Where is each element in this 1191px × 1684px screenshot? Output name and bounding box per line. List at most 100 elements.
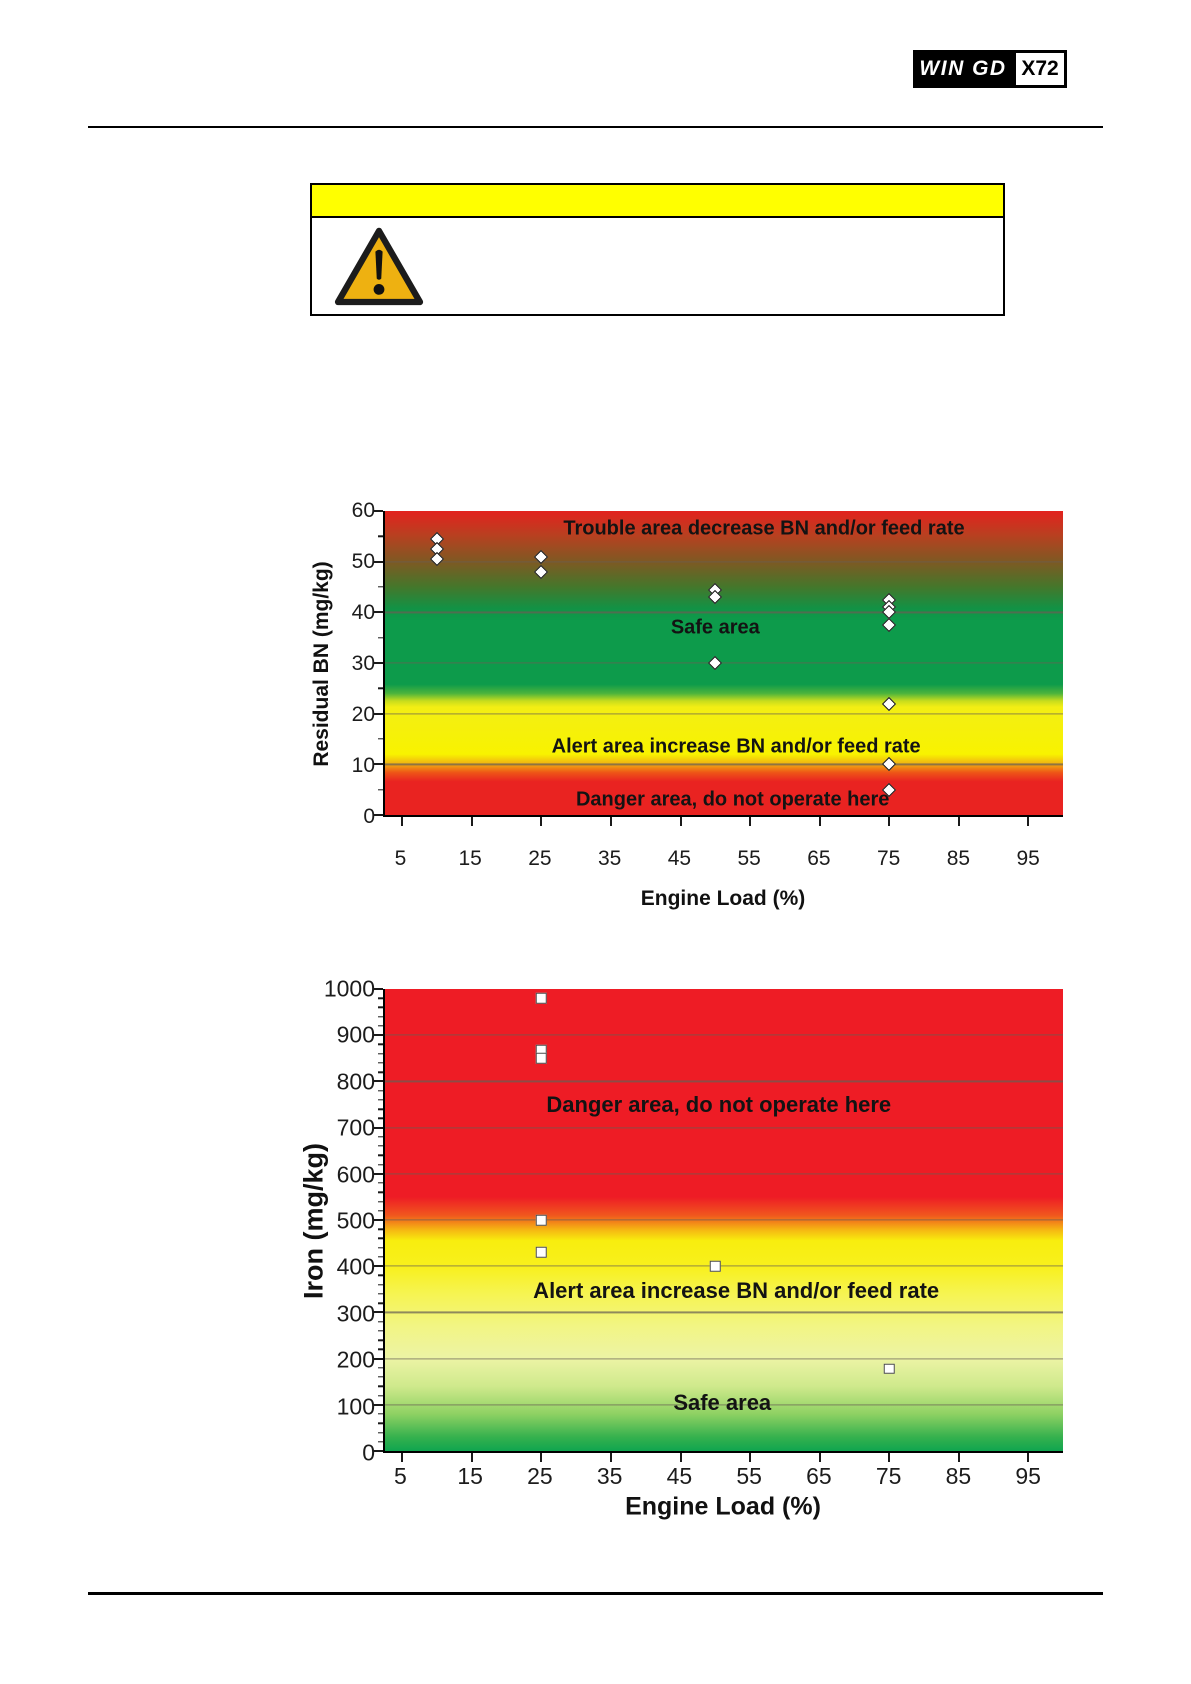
y-tick-label: 20 bbox=[351, 703, 375, 726]
y-axis-minor-tick bbox=[378, 1367, 383, 1369]
x-tick-label: 15 bbox=[457, 1463, 483, 1489]
y-axis-tick bbox=[374, 1450, 383, 1452]
x-axis-tick bbox=[749, 1453, 752, 1462]
y-axis-tick bbox=[374, 1357, 383, 1360]
y-axis-minor-tick bbox=[378, 1099, 383, 1101]
y-axis-minor-tick bbox=[378, 1191, 383, 1193]
x-tick-label: 55 bbox=[737, 847, 761, 870]
y-axis-minor-tick bbox=[378, 1182, 383, 1184]
y-axis-minor-tick bbox=[378, 738, 383, 740]
y-axis-tick bbox=[374, 1172, 383, 1175]
y-tick-label: 40 bbox=[351, 601, 375, 624]
gridline bbox=[385, 561, 1063, 563]
y-axis-minor-tick bbox=[378, 1413, 383, 1415]
x-axis-tick bbox=[470, 817, 473, 826]
y-axis-tick bbox=[374, 1265, 383, 1268]
y-axis-minor-tick bbox=[378, 1348, 383, 1351]
x-tick-label: 65 bbox=[807, 847, 831, 870]
y-tick-label: 0 bbox=[363, 805, 375, 828]
zone-label: Danger area, do not operate here bbox=[546, 1091, 892, 1117]
gridline bbox=[385, 1219, 1063, 1221]
gridline bbox=[385, 662, 1063, 664]
data-point-marker bbox=[710, 1260, 721, 1272]
x-tick-label: 15 bbox=[458, 847, 482, 870]
y-tick-label: 60 bbox=[351, 499, 375, 522]
y-axis-minor-tick bbox=[378, 1274, 383, 1277]
y-tick-label: 600 bbox=[336, 1161, 375, 1188]
y-tick-label: 900 bbox=[336, 1021, 375, 1048]
y-axis-minor-tick bbox=[378, 1339, 383, 1341]
y-tick-label: 0 bbox=[362, 1439, 375, 1466]
x-tick-label: 25 bbox=[527, 1463, 553, 1489]
x-axis-labels: 5 15 25 35 45 55 65 75 85 95 bbox=[383, 847, 1063, 873]
y-tick-label: 30 bbox=[351, 652, 375, 675]
x-axis-tick bbox=[610, 817, 612, 826]
y-axis-tick bbox=[374, 988, 383, 990]
x-axis-tick bbox=[888, 817, 891, 826]
x-axis-tick bbox=[818, 817, 821, 826]
y-axis-tick bbox=[374, 1403, 383, 1406]
y-axis-minor-tick bbox=[378, 1210, 383, 1212]
header-rule bbox=[88, 126, 1103, 128]
gridline bbox=[385, 1080, 1063, 1082]
x-tick-label: 75 bbox=[875, 1463, 902, 1489]
gridline bbox=[385, 611, 1063, 613]
gridline bbox=[385, 1404, 1063, 1406]
x-axis-tick bbox=[401, 817, 404, 826]
y-axis-tick bbox=[374, 510, 383, 512]
y-axis-labels: 0 10 20 30 40 50 60 bbox=[300, 499, 375, 828]
y-axis-minor-tick bbox=[378, 586, 383, 588]
x-tick-label: 85 bbox=[945, 1463, 972, 1489]
y-axis-tick bbox=[374, 712, 383, 715]
data-point-marker bbox=[536, 1053, 547, 1064]
x-axis-tick bbox=[957, 1453, 960, 1462]
y-axis-minor-tick bbox=[378, 687, 383, 690]
y-axis-tick bbox=[374, 1034, 383, 1037]
y-axis-minor-tick bbox=[378, 1330, 383, 1332]
zone-label: Safe area bbox=[673, 1389, 772, 1415]
gridline bbox=[385, 763, 1063, 765]
x-tick-label: 35 bbox=[597, 847, 622, 870]
wingd-wordmark: WIN GD bbox=[913, 50, 1013, 88]
y-axis-minor-tick bbox=[378, 1163, 383, 1166]
x-tick-label: 35 bbox=[596, 1463, 623, 1489]
zone-label: Alert area increase BN and/or feed rate bbox=[533, 1277, 940, 1303]
x-axis-tick bbox=[818, 1453, 821, 1462]
y-axis-minor-tick bbox=[378, 1200, 383, 1203]
y-axis-minor-tick bbox=[378, 636, 383, 639]
wingd-logo: WIN GD X72 bbox=[913, 50, 1067, 88]
y-axis-minor-tick bbox=[378, 1237, 383, 1240]
y-axis-minor-tick bbox=[378, 1089, 383, 1092]
x-axis-tick bbox=[1027, 1453, 1030, 1462]
plot-area: Danger area, do not operate here Alert ar… bbox=[374, 988, 1063, 1462]
y-axis-minor-tick bbox=[378, 1394, 383, 1397]
y-axis-minor-tick bbox=[378, 1293, 383, 1295]
x-tick-label: 45 bbox=[666, 1463, 693, 1489]
zone-label: Safe area bbox=[670, 616, 760, 639]
y-axis-minor-tick bbox=[378, 788, 383, 791]
x-axis-tick bbox=[749, 817, 752, 826]
y-axis-tick bbox=[374, 1080, 383, 1083]
x-tick-label: 95 bbox=[1016, 847, 1040, 870]
y-axis-tick bbox=[374, 611, 383, 614]
x-axis-tick bbox=[679, 817, 682, 826]
y-tick-label: 10 bbox=[351, 754, 375, 777]
y-tick-label: 800 bbox=[336, 1068, 375, 1095]
y-axis-minor-tick bbox=[378, 1136, 383, 1138]
x-axis-tick bbox=[470, 1453, 473, 1462]
y-axis-tick bbox=[374, 1219, 383, 1221]
y-axis-minor-tick bbox=[378, 1043, 383, 1046]
x-axis-tick bbox=[401, 1453, 404, 1462]
warning-banner bbox=[312, 185, 1003, 218]
zone-label: Danger area, do not operate here bbox=[575, 788, 890, 811]
gridline bbox=[385, 1265, 1063, 1267]
zone-label: Trouble area decrease BN and/or feed rat… bbox=[563, 517, 965, 540]
x-tick-label: 65 bbox=[806, 1463, 832, 1489]
plot-area: Trouble area decrease BN and/or feed rat… bbox=[374, 510, 1063, 826]
x-tick-label: 5 bbox=[394, 1463, 407, 1489]
y-tick-label: 1000 bbox=[323, 975, 375, 1002]
x-axis-tick bbox=[540, 1453, 543, 1462]
x-tick-label: 25 bbox=[528, 847, 552, 870]
